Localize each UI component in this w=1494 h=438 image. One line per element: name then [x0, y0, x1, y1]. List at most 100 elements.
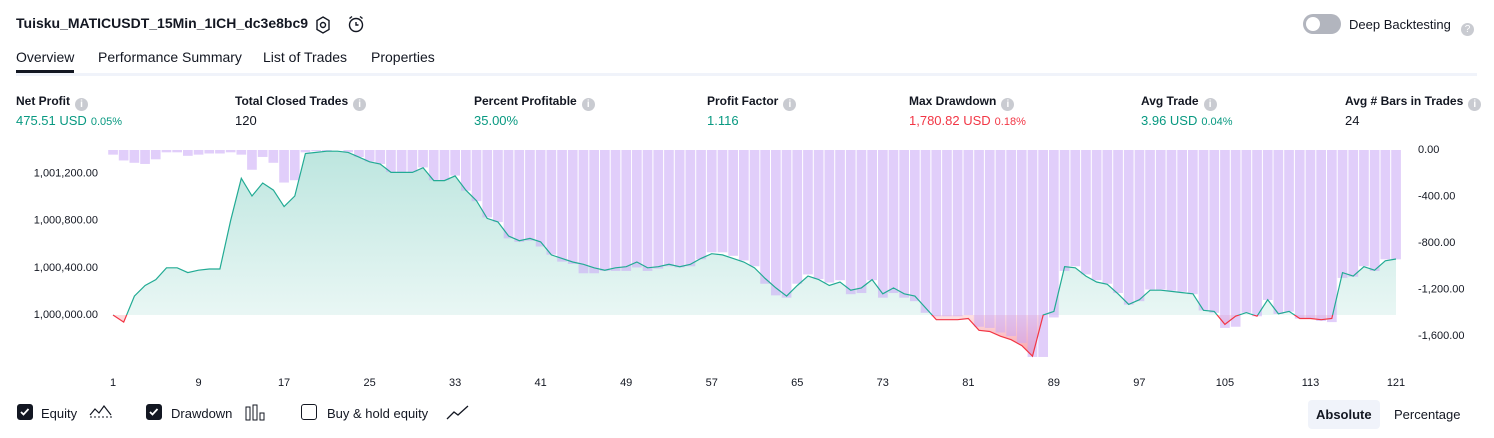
- drawdown-bar: [910, 150, 920, 302]
- drawdown-bar: [172, 150, 182, 153]
- drawdown-bar: [749, 150, 760, 267]
- drawdown-bar: [1081, 150, 1091, 275]
- y-tick-label: 1,000,000.00: [34, 309, 98, 321]
- drawdown-bar: [1273, 150, 1284, 314]
- drawdown-bar: [1006, 150, 1016, 337]
- checkbox[interactable]: [146, 404, 162, 420]
- drawdown-bar: [140, 150, 150, 164]
- stat-label: Total Closed Trades i: [235, 94, 367, 111]
- drawdown-bar: [1123, 150, 1134, 305]
- drawdown-bar: [439, 150, 450, 181]
- drawdown-bar: [1359, 150, 1369, 267]
- drawdown-bar: [268, 150, 279, 163]
- drawdown-bar: [739, 150, 749, 261]
- strategy-title: Tuisku_MATICUSDT_15Min_1ICH_dc3e8bc9: [16, 15, 309, 31]
- drawdown-bar: [803, 150, 813, 275]
- drawdown-bar: [952, 150, 963, 317]
- drawdown-bar: [1091, 150, 1102, 281]
- drawdown-bar: [706, 150, 717, 253]
- drawdown-bar: [418, 150, 428, 168]
- drawdown-bar: [728, 150, 738, 256]
- x-tick-label: 105: [1216, 377, 1234, 389]
- drawdown-bar: [1177, 150, 1187, 292]
- checkbox[interactable]: [301, 404, 317, 420]
- stat-value: 1.116: [707, 113, 739, 128]
- drawdown-bar: [1134, 150, 1145, 302]
- drawdown-bar: [450, 150, 460, 176]
- drawdown-bar: [1348, 150, 1359, 277]
- tab[interactable]: Overview: [16, 49, 75, 73]
- drawdown-bar: [364, 150, 375, 162]
- drawdown-bar: [984, 150, 995, 328]
- equity-line: [112, 150, 1397, 358]
- drawdown-bar: [1102, 150, 1113, 284]
- drawdown-bar: [257, 150, 268, 157]
- drawdown-bar: [557, 150, 567, 262]
- x-tick-label: 17: [278, 377, 290, 389]
- drawdown-bar: [578, 150, 589, 274]
- drawdown-bar: [279, 150, 289, 183]
- drawdown-bar: [610, 150, 621, 271]
- legend-label[interactable]: Equity: [41, 406, 78, 421]
- x-tick-label: 113: [1302, 377, 1320, 389]
- drawdown-bar: [931, 150, 942, 317]
- separator: [16, 73, 1477, 76]
- x-tick-label: 49: [620, 377, 632, 389]
- help-icon[interactable]: ?: [1461, 23, 1474, 36]
- alert-icon[interactable]: [346, 14, 366, 34]
- drawdown-bar: [888, 150, 899, 294]
- drawdown-bar: [289, 150, 300, 181]
- drawdown-bar: [760, 150, 770, 284]
- y-tick-label: 1,001,200.00: [34, 167, 98, 179]
- drawdown-bar: [1230, 150, 1241, 327]
- drawdown-bar: [1380, 150, 1391, 260]
- drawdown-bar: [1220, 150, 1230, 328]
- legend-label[interactable]: Drawdown: [171, 406, 233, 421]
- drawdown-bar: [1038, 150, 1048, 357]
- x-tick-label: 33: [449, 377, 461, 389]
- x-tick-label: 81: [962, 377, 974, 389]
- drawdown-bar: [835, 150, 845, 281]
- drawdown-bar: [343, 150, 354, 153]
- legend-label[interactable]: Buy & hold equity: [327, 406, 429, 421]
- drawdown-bar: [407, 150, 418, 173]
- checkbox[interactable]: [17, 404, 33, 420]
- stat-label: Max Drawdown i: [909, 94, 1015, 111]
- x-tick-label: 65: [791, 377, 803, 389]
- drawdown-bar: [621, 150, 632, 271]
- tab[interactable]: Properties: [371, 49, 435, 65]
- drawdown-bar: [899, 150, 909, 298]
- mode-button[interactable]: Absolute: [1308, 400, 1380, 429]
- y2-tick-label: -400.00: [1418, 190, 1455, 202]
- drawdown-bar: [471, 150, 482, 202]
- tab[interactable]: Performance Summary: [98, 49, 242, 65]
- drawdown-bar: [375, 150, 386, 164]
- drawdown-bar: [1070, 150, 1081, 267]
- y-tick-label: 1,000,400.00: [34, 262, 98, 274]
- drawdown-bar: [546, 150, 557, 255]
- settings-icon[interactable]: [313, 15, 333, 35]
- drawdown-bar: [942, 150, 952, 317]
- drawdown-bar: [193, 150, 204, 155]
- drawdown-bar: [225, 150, 236, 153]
- drawdown-bar: [129, 150, 140, 163]
- drawdown-bar: [1241, 150, 1252, 313]
- tab[interactable]: List of Trades: [263, 49, 348, 65]
- stat-label: Profit Factor i: [707, 94, 797, 111]
- drawdown-bar: [1262, 150, 1273, 300]
- stat-value: 35.00%: [474, 113, 519, 128]
- drawdown-bar: [1113, 150, 1123, 294]
- deep-backtesting-toggle[interactable]: [1303, 14, 1341, 34]
- drawdown-bar: [824, 150, 835, 283]
- drawdown-bar: [674, 150, 685, 268]
- x-tick-label: 73: [877, 377, 889, 389]
- drawdown-bar: [461, 150, 471, 191]
- drawdown-bar: [514, 150, 525, 242]
- drawdown-bar: [589, 150, 599, 274]
- x-tick-label: 9: [195, 377, 201, 389]
- mode-button[interactable]: Percentage: [1394, 407, 1461, 422]
- stat-label: Avg # Bars in Trades i: [1345, 94, 1482, 111]
- drawdown-bar: [1369, 150, 1380, 271]
- stat-label: Percent Profitable i: [474, 94, 595, 111]
- y2-tick-label: -800.00: [1418, 237, 1455, 249]
